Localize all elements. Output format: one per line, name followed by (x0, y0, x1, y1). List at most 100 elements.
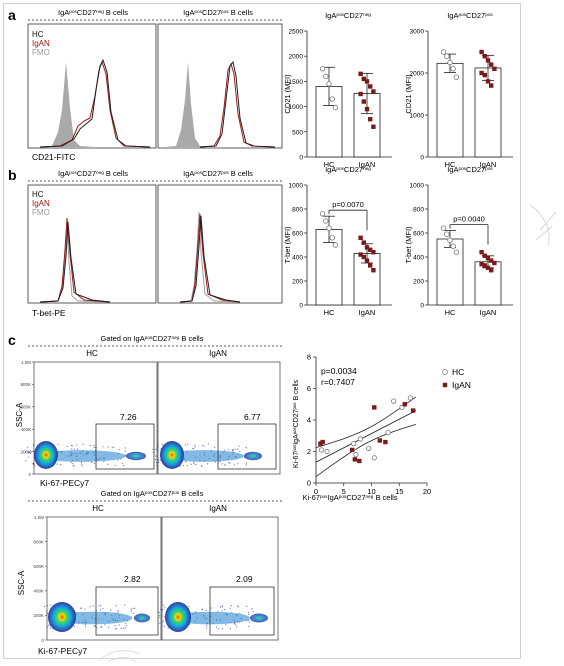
data-point-hc (450, 66, 456, 72)
scatter-point-hc (385, 429, 391, 436)
data-point-igan (368, 263, 373, 268)
density-speck (237, 448, 239, 450)
density-speck (73, 448, 75, 450)
density-speck (186, 465, 188, 467)
density-speck (221, 628, 224, 630)
density-speck (157, 449, 159, 452)
scatter-point-hc (407, 395, 413, 401)
density-speck (117, 459, 119, 461)
data-point-igan (489, 268, 494, 273)
density-speck (29, 451, 31, 453)
density-speck (66, 445, 68, 447)
density-speck (71, 445, 73, 447)
density-speck (205, 625, 208, 627)
confidence-band-lower (315, 424, 417, 478)
hist-b-left-igan-curve (39, 217, 111, 303)
y-tick-label: 600 (292, 231, 303, 238)
density-speck (125, 624, 128, 626)
density-speck (224, 449, 226, 451)
density-speck (99, 609, 102, 611)
density-speck (124, 604, 126, 606)
density-speck (100, 626, 102, 629)
bar-hc (315, 86, 343, 158)
density-speck (91, 461, 93, 463)
density-speck (201, 444, 203, 447)
density-speck (25, 451, 27, 453)
density-speck (233, 464, 235, 466)
bar-chart-cd21-pos: 0 1000 2000 3000 CD21 (MFI) HC IgAN (404, 29, 513, 169)
col-hc-top: HC (86, 349, 98, 358)
flow-y-tick-label: 400K (20, 427, 31, 432)
y-tick-label: 800 (292, 207, 303, 214)
density-speck (121, 462, 123, 464)
pct-igan-bottom: 2.09 (236, 574, 253, 584)
density-speck (132, 607, 134, 609)
legend-label-hc: HC (452, 367, 464, 377)
scatter-y-tick-label: 2 (307, 447, 311, 456)
gate-box-hc-top (95, 423, 155, 470)
density-speck (33, 443, 35, 445)
density-speck (50, 604, 52, 606)
density-speck (80, 607, 82, 609)
legend-marker-hc (442, 369, 448, 375)
data-point-igan (368, 247, 373, 252)
data-point-igan (482, 263, 487, 268)
regression-line (315, 410, 417, 463)
hist-b-left-hc-curve (39, 221, 111, 303)
flow-y-tick-label: 0 (41, 638, 44, 643)
density-speck (80, 461, 82, 463)
density-speck (57, 443, 59, 445)
density-speck (164, 607, 166, 609)
x-tick-label: IgAN (480, 160, 497, 169)
y-tick-label: 200 (413, 279, 424, 286)
density-speck (234, 448, 236, 450)
data-point-hc (329, 235, 335, 241)
x-tick-label: IgAN (359, 160, 376, 169)
density-speck (72, 464, 74, 467)
density-speck (221, 610, 223, 612)
data-point-igan (368, 84, 373, 89)
density-speck (89, 606, 91, 608)
data-point-igan (371, 250, 376, 255)
density-speck (32, 463, 35, 466)
data-point-hc (319, 211, 326, 217)
flow-y-tick-label: 0 (28, 472, 31, 477)
gate-box-igan-top (217, 423, 277, 470)
density-speck (163, 604, 165, 606)
y-axis-label: CD21 (MFI) (404, 74, 413, 114)
gate-label-top: Gated on IgAposCD27neg B cells (101, 334, 204, 343)
data-point-igan (482, 72, 487, 78)
y-tick-label: 0 (420, 155, 424, 162)
scatter-y-tick-label: 8 (307, 353, 311, 362)
density-speck (93, 462, 95, 464)
col-igan-bottom: IgAN (209, 504, 227, 513)
density-speck (228, 461, 230, 463)
data-point-igan (489, 83, 494, 88)
density-speck (155, 455, 157, 457)
density-speck (163, 616, 165, 618)
density-speck (162, 609, 164, 611)
data-point-hc (453, 249, 460, 255)
density-speck (188, 605, 190, 608)
density-speck (110, 609, 112, 611)
scatter-x-tick-label: 5 (342, 487, 346, 496)
density-core (160, 441, 184, 469)
scatter-ylabel: Ki-67posIgAposCD27pos B cells (292, 379, 301, 468)
data-point-hc (323, 218, 329, 224)
density-speck (245, 464, 247, 466)
bar-a-left-title: IgAposCD27neg (325, 11, 371, 20)
data-point-igan (358, 235, 363, 240)
density-speck (227, 449, 230, 451)
density-tail (36, 450, 126, 462)
data-point-igan (489, 258, 494, 263)
hist-b-legend-igan: IgAN (32, 199, 50, 208)
density-speck (100, 605, 102, 607)
density-speck (217, 628, 219, 630)
density-speck (27, 446, 29, 448)
density-speck (47, 612, 49, 615)
density-speck (221, 605, 223, 607)
data-point-hc (332, 242, 339, 248)
density-speck (84, 623, 86, 626)
